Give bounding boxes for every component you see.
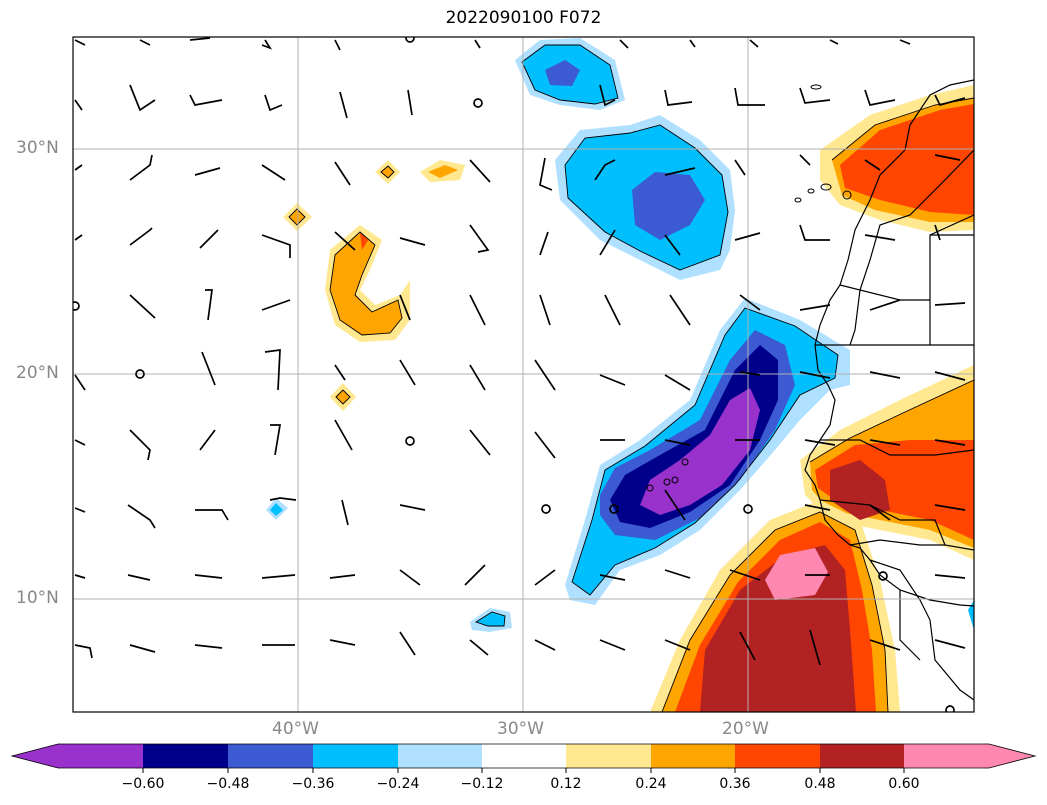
colorbar-segment (735, 744, 820, 768)
colorbar (10, 743, 1037, 773)
negative-anomaly-shading (266, 38, 974, 632)
map-frame (72, 36, 975, 713)
colorbar-tick-label: 0.36 (719, 776, 751, 792)
lat-label-10n: 10°N (16, 588, 59, 608)
colorbar-segment (482, 744, 566, 768)
colorbar-tick-label: 0.12 (550, 776, 582, 792)
colorbar-tick-label: −0.24 (376, 776, 420, 792)
colorbar-extend-low (12, 744, 58, 768)
positive-anomaly-shading (283, 85, 974, 712)
lon-label-40w: 40°W (272, 719, 319, 739)
colorbar-tick-label: −0.60 (121, 776, 165, 792)
wind-barbs (73, 37, 966, 712)
colorbar-tick-label: 0.24 (635, 776, 667, 792)
colorbar-segment (820, 744, 904, 768)
colorbar-segment (228, 744, 313, 768)
colorbar-segment (143, 744, 228, 768)
canary-islands (646, 84, 852, 492)
lon-label-20w: 20°W (722, 719, 769, 739)
colorbar-tick-label: −0.36 (291, 776, 335, 792)
colorbar-segment (904, 744, 989, 768)
colorbar-tick-label: −0.48 (206, 776, 250, 792)
colorbar-tick-label: 0.48 (804, 776, 836, 792)
colorbar-extend-high (989, 744, 1035, 768)
lat-label-20n: 20°N (16, 363, 59, 383)
coastline (804, 79, 974, 701)
graticule (73, 37, 974, 712)
colorbar-segment (313, 744, 398, 768)
colorbar-segment (398, 744, 482, 768)
map-title: 2022090100 F072 (445, 8, 602, 28)
anomaly-contours (288, 44, 974, 712)
lat-label-30n: 30°N (16, 138, 59, 158)
colorbar-tick-label: −0.12 (460, 776, 504, 792)
colorbar-segment (58, 744, 143, 768)
colorbar-tick-label: 0.60 (888, 776, 920, 792)
colorbar-segment (651, 744, 735, 768)
lon-label-30w: 30°W (497, 719, 544, 739)
colorbar-segment (566, 744, 651, 768)
